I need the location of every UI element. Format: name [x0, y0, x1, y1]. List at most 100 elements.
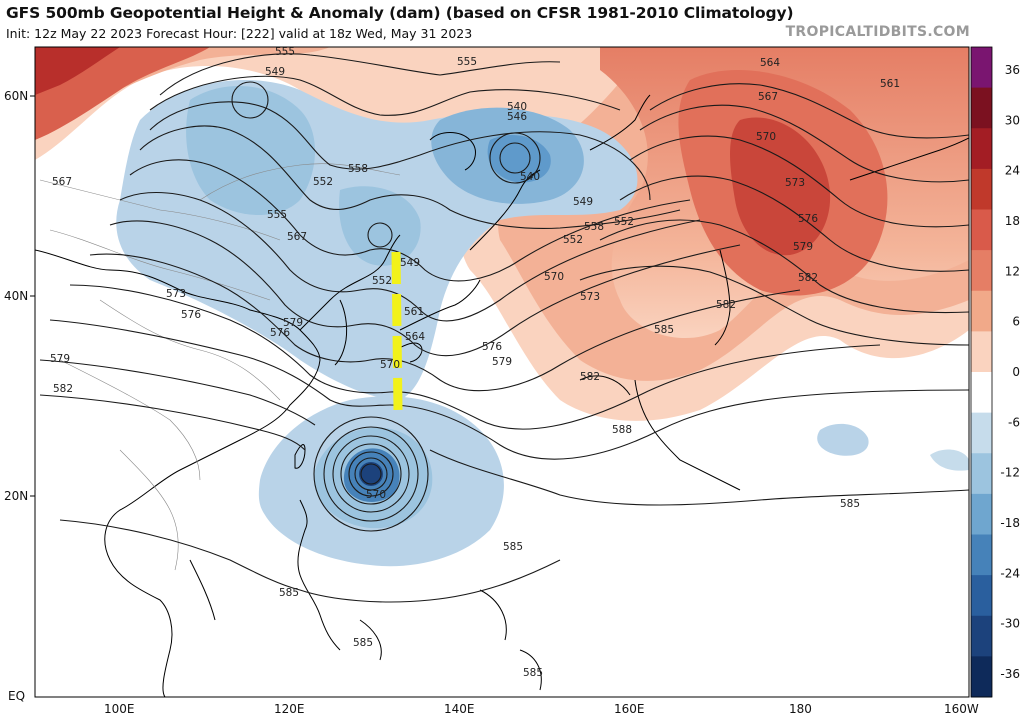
- cold-anomaly-center: [339, 186, 421, 266]
- contour-label: 549: [400, 257, 420, 269]
- contour-label: 558: [584, 221, 604, 233]
- colorbar-swatch: [971, 168, 992, 210]
- colorbar-label: 18: [1005, 214, 1020, 228]
- contour-label: 579: [283, 317, 303, 329]
- lat-label-60n: 60N: [4, 89, 28, 103]
- contour-label: 558: [348, 163, 368, 175]
- lon-label-180: 180: [789, 702, 812, 716]
- contour-label: 546: [507, 111, 527, 123]
- colorbar-label: 24: [1005, 164, 1020, 178]
- contour-label: 552: [372, 275, 392, 287]
- contour-label: 552: [614, 216, 634, 228]
- contour-label: 582: [716, 299, 736, 311]
- longitude-axis: 100E 120E 140E 160E 180 160W: [104, 702, 979, 716]
- latitude-axis: 60N 40N 20N EQ: [4, 89, 35, 703]
- colorbar-label: -18: [1000, 516, 1020, 530]
- colorbar-swatch: [971, 575, 992, 617]
- lon-label-120e: 120E: [274, 702, 305, 716]
- contour-label: 585: [503, 541, 523, 553]
- colorbar-swatch: [971, 250, 992, 292]
- contour-label: 579: [50, 353, 70, 365]
- colorbar-label: -12: [1000, 466, 1020, 480]
- contour-label: 570: [380, 359, 400, 371]
- colorbar-label: 6: [1012, 315, 1020, 329]
- contour-label: 582: [798, 272, 818, 284]
- colorbar: 36 30 24 18 12 6 0 -6 -12 -18 -24 -30 -36: [970, 46, 1020, 698]
- contour-label: 564: [405, 331, 425, 343]
- page-title: GFS 500mb Geopotential Height & Anomaly …: [6, 4, 794, 22]
- lon-label-140e: 140E: [444, 702, 475, 716]
- cold-anomaly-east-core: [487, 135, 551, 183]
- contour-label: 549: [573, 196, 593, 208]
- colorbar-swatch: [971, 493, 992, 535]
- colorbar-swatch: [971, 209, 992, 251]
- lat-label-20n: 20N: [4, 489, 28, 503]
- contour-label: 552: [563, 234, 583, 246]
- lon-label-160w: 160W: [944, 702, 979, 716]
- contour-label: 573: [166, 288, 186, 300]
- contour-label: 576: [270, 327, 290, 339]
- contour-label: 576: [181, 309, 201, 321]
- contour-label: 570: [366, 489, 386, 501]
- lat-label-40n: 40N: [4, 289, 28, 303]
- contour-label: 573: [785, 177, 805, 189]
- lon-label-160e: 160E: [614, 702, 645, 716]
- lon-label-100e: 100E: [104, 702, 135, 716]
- colorbar-swatch: [971, 87, 992, 129]
- contour-label: 540: [507, 101, 527, 113]
- contour-label: 576: [482, 341, 502, 353]
- coastlines: [35, 94, 969, 697]
- colorbar-label: 30: [1005, 113, 1020, 127]
- contour-label: 540: [520, 171, 540, 183]
- contour-label: 555: [275, 46, 295, 58]
- contour-label: 582: [580, 371, 600, 383]
- contour-label: 549: [265, 66, 285, 78]
- contour-label: 564: [760, 57, 780, 69]
- colorbar-swatch: [971, 290, 992, 332]
- colorbar-label: -6: [1008, 415, 1020, 429]
- site-credit: TROPICALTIDBITS.COM: [785, 24, 970, 40]
- height-contours: [39, 53, 969, 603]
- annotation-dashed-line: [391, 251, 403, 411]
- contour-label: 567: [52, 176, 72, 188]
- colorbar-label: -30: [1000, 617, 1020, 631]
- contour-label: 567: [287, 231, 307, 243]
- colorbar-label: 0: [1012, 365, 1020, 379]
- colorbar-swatch: [971, 128, 992, 170]
- colorbar-swatch: [971, 453, 992, 495]
- colorbar-swatch: [971, 534, 992, 576]
- plot-frame: [34, 46, 970, 698]
- contour-label: 585: [353, 637, 373, 649]
- forecast-subtitle: Init: 12z May 22 2023 Forecast Hour: [22…: [6, 26, 473, 41]
- contour-label: 555: [267, 209, 287, 221]
- warm-anomaly-northwest-core: [35, 47, 120, 95]
- cold-anomaly-far-east-2: [930, 449, 969, 471]
- contour-label: 588: [612, 424, 632, 436]
- contour-label: 585: [523, 667, 543, 679]
- contour-label: 561: [880, 78, 900, 90]
- contour-label: 567: [758, 91, 778, 103]
- contour-label: 573: [580, 291, 600, 303]
- contour-label: 585: [279, 587, 299, 599]
- colorbar-label: -36: [1000, 667, 1020, 681]
- contour-label: 570: [756, 131, 776, 143]
- contour-label: 585: [654, 324, 674, 336]
- colorbar-label: -24: [1000, 566, 1020, 580]
- contour-label: 570: [544, 271, 564, 283]
- colorbar-swatch: [971, 331, 992, 373]
- colorbar-label: 36: [1005, 63, 1020, 77]
- contour-label: 552: [313, 176, 333, 188]
- political-boundaries: [39, 163, 401, 571]
- cold-anomaly-typhoon-center: [359, 462, 383, 486]
- contour-label: 579: [793, 241, 813, 253]
- contour-label: 555: [457, 56, 477, 68]
- colorbar-swatch: [971, 615, 992, 657]
- cold-anomaly-far-east: [817, 423, 869, 456]
- lat-label-eq: EQ: [8, 689, 25, 703]
- contour-label: 585: [840, 498, 860, 510]
- contour-label: 561: [404, 306, 424, 318]
- contour-label: 582: [53, 383, 73, 395]
- colorbar-swatch: [971, 372, 992, 414]
